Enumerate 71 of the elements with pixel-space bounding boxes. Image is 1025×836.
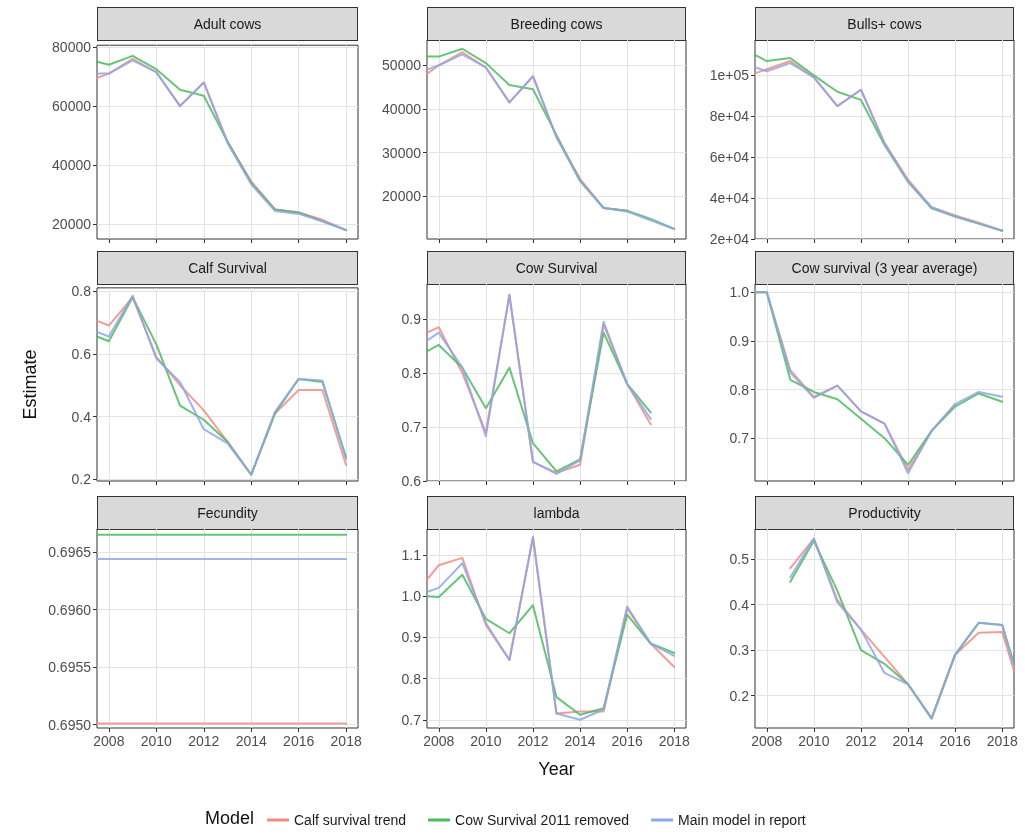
chart-title: Bulls+ cows xyxy=(755,7,1014,41)
chart-title: Adult cows xyxy=(97,7,358,41)
y-tick-label: 30000 xyxy=(382,144,422,161)
y-tick-label: 0.6 xyxy=(71,345,92,362)
x-tick-label: 2016 xyxy=(939,733,971,749)
legend-title: Model xyxy=(205,808,255,828)
y-tick-label: 0.6965 xyxy=(48,544,92,561)
x-tick-label: 2012 xyxy=(188,733,220,749)
x-tick-label: 2010 xyxy=(470,733,502,749)
y-tick-label: 0.2 xyxy=(71,471,92,488)
chart-title: Breeding cows xyxy=(427,7,686,41)
x-tick-label: 2012 xyxy=(517,733,549,749)
y-tick-label: 1.1 xyxy=(401,546,422,563)
y-tick-label: 1e+05 xyxy=(709,67,750,84)
x-tick-label: 2008 xyxy=(751,733,783,749)
chart-title: Fecundity xyxy=(97,496,358,530)
x-axis-title: Year xyxy=(538,759,575,779)
y-tick-label: 0.7 xyxy=(401,711,422,728)
y-tick-label: 1.0 xyxy=(729,284,750,301)
x-tick-label: 2016 xyxy=(611,733,643,749)
y-axis-title: Estimate xyxy=(20,349,40,420)
x-tick-label: 2014 xyxy=(564,733,596,749)
x-tick-label: 2014 xyxy=(892,733,924,749)
y-tick-label: 0.4 xyxy=(71,408,92,425)
y-tick-label: 0.9 xyxy=(401,311,422,328)
y-tick-label: 20000 xyxy=(382,188,422,205)
x-tick-label: 2018 xyxy=(330,733,362,749)
y-tick-label: 1.0 xyxy=(401,588,422,605)
y-tick-label: 0.8 xyxy=(71,283,92,299)
x-tick-label: 2018 xyxy=(658,733,691,749)
y-tick-label: 0.6960 xyxy=(48,601,92,618)
x-tick-label: 2016 xyxy=(283,733,315,749)
x-tick-label: 2008 xyxy=(93,733,125,749)
y-tick-label: 50000 xyxy=(382,57,422,74)
y-tick-label: 40000 xyxy=(382,100,422,117)
y-tick-label: 60000 xyxy=(52,98,92,115)
y-tick-label: 6e+04 xyxy=(709,149,750,166)
y-tick-label: 0.9 xyxy=(401,629,422,646)
x-tick-label: 2018 xyxy=(986,733,1019,749)
y-tick-label: 20000 xyxy=(52,216,92,233)
legend-label: Main model in report xyxy=(678,812,806,828)
y-tick-label: 0.8 xyxy=(401,365,422,382)
y-tick-label: 0.5 xyxy=(729,551,750,568)
y-tick-label: 0.8 xyxy=(401,670,422,687)
y-tick-label: 0.3 xyxy=(729,642,750,659)
y-tick-label: 0.8 xyxy=(729,381,750,398)
y-tick-label: 0.4 xyxy=(729,596,750,613)
y-tick-label: 0.7 xyxy=(729,430,750,447)
y-tick-label: 0.9 xyxy=(729,332,750,349)
chart-title: Productivity xyxy=(755,496,1014,530)
y-tick-label: 4e+04 xyxy=(709,190,750,207)
y-tick-label: 0.6955 xyxy=(48,659,92,676)
chart-title: Cow survival (3 year average) xyxy=(755,251,1014,285)
legend-label: Cow Survival 2011 removed xyxy=(455,812,630,828)
y-tick-label: 80000 xyxy=(52,39,92,55)
x-tick-label: 2010 xyxy=(140,733,173,749)
y-tick-label: 2e+04 xyxy=(709,231,750,247)
x-tick-label: 2014 xyxy=(235,733,268,749)
x-tick-label: 2012 xyxy=(845,733,877,749)
y-tick-label: 0.6950 xyxy=(48,716,92,733)
y-tick-label: 0.2 xyxy=(729,687,750,704)
x-tick-label: 2010 xyxy=(798,733,830,749)
chart-title: Cow Survival xyxy=(427,251,686,285)
chart-title: Calf Survival xyxy=(97,251,358,285)
y-tick-label: 0.6 xyxy=(401,473,422,489)
x-tick-label: 2008 xyxy=(423,733,455,749)
legend-label: Calf survival trend xyxy=(294,812,407,828)
y-tick-label: 8e+04 xyxy=(709,108,750,125)
chart-title: lambda xyxy=(427,496,686,530)
y-tick-label: 40000 xyxy=(52,157,92,174)
y-tick-label: 0.7 xyxy=(401,419,422,436)
